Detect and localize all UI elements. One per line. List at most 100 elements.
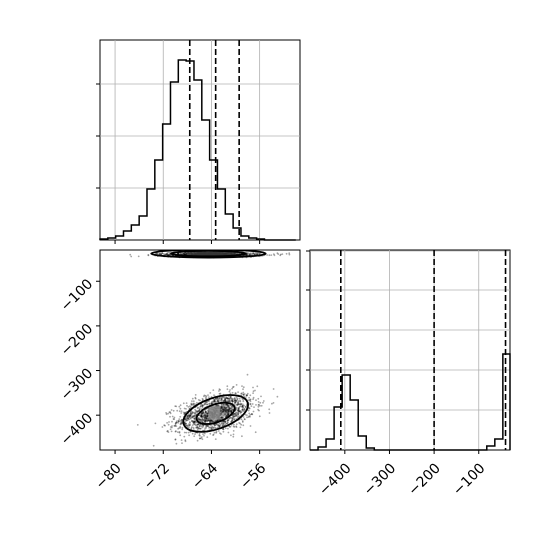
scatter-point bbox=[241, 405, 244, 407]
scatter-point bbox=[235, 425, 238, 428]
scatter-point bbox=[228, 408, 230, 411]
scatter-point bbox=[175, 442, 178, 445]
scatter-point bbox=[210, 401, 213, 403]
scatter-point bbox=[212, 433, 215, 436]
scatter-point bbox=[196, 426, 199, 429]
contour-outer bbox=[182, 394, 249, 433]
scatter-point bbox=[198, 418, 201, 421]
scatter-point bbox=[219, 423, 222, 426]
scatter-point bbox=[206, 403, 209, 406]
scatter-point bbox=[194, 423, 196, 426]
top-histogram-quantiles bbox=[188, 40, 240, 240]
scatter-point bbox=[185, 417, 188, 420]
scatter-point bbox=[223, 405, 226, 408]
scatter-point bbox=[201, 404, 204, 406]
scatter-point bbox=[233, 418, 236, 421]
scatter-point bbox=[170, 409, 173, 411]
scatter-point bbox=[194, 420, 197, 423]
scatter-point bbox=[238, 410, 241, 412]
scatter-point bbox=[203, 416, 206, 419]
scatter-point bbox=[244, 418, 246, 421]
scatter-point bbox=[231, 416, 234, 419]
scatter-point bbox=[205, 417, 208, 419]
scatter-point bbox=[204, 417, 207, 420]
scatter-point bbox=[185, 419, 188, 422]
scatter-point bbox=[225, 411, 227, 413]
scatter-point bbox=[180, 420, 183, 423]
scatter-point bbox=[224, 399, 227, 402]
scatter-point bbox=[260, 404, 263, 407]
scatter-point bbox=[242, 386, 245, 389]
scatter-point bbox=[216, 400, 219, 402]
scatter-point bbox=[213, 398, 216, 401]
scatter-point bbox=[175, 421, 177, 424]
scatter-point bbox=[204, 411, 207, 413]
scatter-point bbox=[234, 397, 236, 400]
scatter-point bbox=[231, 419, 234, 422]
scatter-point bbox=[223, 420, 225, 423]
scatter-point bbox=[203, 432, 206, 435]
scatter-point bbox=[187, 413, 190, 416]
scatter-point bbox=[179, 425, 182, 428]
scatter-point bbox=[227, 410, 230, 413]
scatter-point bbox=[276, 252, 279, 255]
scatter-point bbox=[231, 399, 234, 402]
scatter-point bbox=[245, 394, 248, 396]
scatter-point bbox=[234, 400, 237, 403]
scatter-point bbox=[249, 398, 252, 401]
scatter-point bbox=[193, 423, 196, 425]
scatter-point bbox=[214, 400, 217, 403]
scatter-point bbox=[201, 397, 204, 400]
scatter-point bbox=[167, 254, 170, 256]
scatter-point bbox=[182, 252, 185, 255]
scatter-point bbox=[232, 398, 235, 401]
scatter-point bbox=[183, 252, 186, 255]
scatter-point bbox=[193, 420, 196, 423]
scatter-point bbox=[200, 404, 203, 407]
scatter-point bbox=[188, 421, 191, 423]
scatter-point bbox=[192, 400, 195, 403]
scatter-point bbox=[217, 430, 220, 432]
scatter-point bbox=[207, 419, 210, 422]
scatter-point bbox=[226, 388, 229, 391]
scatter-point bbox=[197, 406, 200, 409]
scatter-point bbox=[218, 388, 221, 390]
scatter-point bbox=[203, 418, 206, 421]
scatter-point bbox=[204, 394, 207, 397]
scatter-point bbox=[204, 415, 207, 417]
scatter-point bbox=[174, 423, 177, 425]
scatter-point bbox=[223, 408, 226, 411]
scatter-point bbox=[240, 402, 243, 405]
scatter-point bbox=[166, 253, 168, 255]
scatter-point bbox=[181, 426, 184, 429]
scatter-point bbox=[192, 423, 195, 425]
scatter-point bbox=[220, 416, 223, 418]
scatter-point bbox=[196, 401, 198, 404]
scatter-point bbox=[210, 402, 213, 405]
scatter-point bbox=[234, 399, 236, 402]
scatter-point bbox=[200, 416, 203, 418]
scatter-point bbox=[215, 423, 218, 425]
scatter-point bbox=[189, 423, 192, 426]
scatter-point bbox=[253, 253, 256, 255]
scatter-point bbox=[232, 385, 235, 388]
scatter-point bbox=[224, 406, 227, 409]
scatter-point bbox=[248, 407, 251, 410]
scatter-point bbox=[202, 412, 205, 414]
scatter-point bbox=[191, 424, 194, 427]
scatter-point bbox=[238, 397, 241, 400]
scatter-point bbox=[161, 426, 164, 428]
marginal-histogram-top bbox=[96, 39, 301, 244]
scatter-point bbox=[179, 253, 182, 255]
scatter-point bbox=[262, 400, 265, 402]
scatter-point bbox=[248, 399, 251, 401]
scatter-point bbox=[199, 437, 202, 440]
scatter-point bbox=[241, 405, 244, 408]
scatter-point bbox=[215, 423, 218, 426]
scatter-point bbox=[221, 397, 223, 399]
scatter-point bbox=[239, 403, 242, 406]
scatter-point bbox=[240, 393, 243, 395]
scatter-point bbox=[130, 255, 133, 258]
scatter-point bbox=[233, 415, 236, 418]
scatter-point bbox=[225, 408, 228, 411]
